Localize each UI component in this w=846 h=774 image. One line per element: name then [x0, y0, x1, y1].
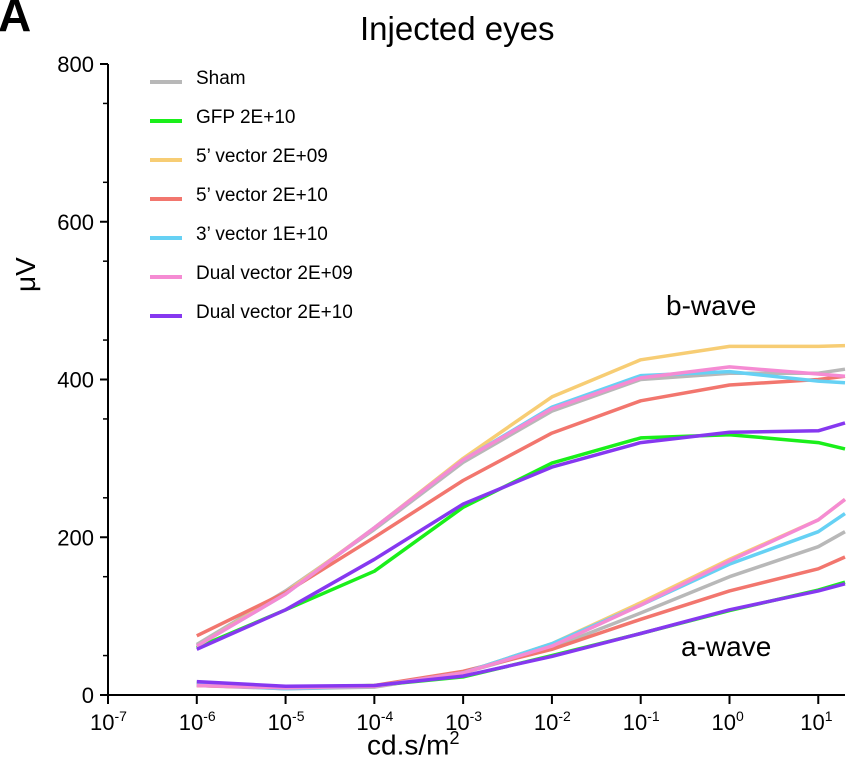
x-tick-label: 10-5 [268, 708, 305, 735]
y-tick-label: 200 [57, 525, 94, 550]
legend-item: 3’ vector 1E+10 [150, 222, 430, 252]
legend-swatch [150, 158, 182, 162]
legend-label: Sham [196, 68, 246, 89]
a-wave-annotation: a-wave [681, 631, 772, 662]
series-a-wave-2 [196, 498, 846, 690]
series-b-wave-1 [196, 432, 846, 650]
series-b-wave-3 [196, 374, 846, 638]
b-wave-annotation: b-wave [666, 290, 757, 321]
x-tick-label: 100 [711, 708, 743, 735]
series-b-wave-5 [195, 365, 846, 648]
x-tick-label: 10-6 [179, 708, 216, 735]
legend-label: 5’ vector 2E+09 [196, 146, 328, 167]
legend-label: 5’ vector 2E+10 [196, 185, 328, 206]
legend-swatch [150, 236, 182, 240]
series-b-wave-6 [196, 421, 846, 651]
series-a-wave-1 [196, 580, 846, 689]
series-a-wave-3 [196, 555, 846, 690]
legend-label: GFP 2E+10 [196, 107, 296, 128]
x-tick-label: 10-1 [623, 708, 660, 735]
legend-item: Dual vector 2E+09 [150, 261, 430, 291]
series-a-wave-5 [196, 498, 846, 690]
x-axis-label-base: cd.s/m [367, 729, 450, 761]
legend-swatch [150, 80, 182, 84]
x-axis-label-exponent: 2 [449, 728, 460, 748]
x-tick-label: 10-4 [356, 708, 393, 735]
legend-swatch [150, 275, 182, 279]
series-b-wave-2 [195, 343, 846, 648]
legend-item: Sham [150, 66, 430, 96]
y-tick-label: 0 [82, 683, 94, 708]
panel-letter: A [0, 0, 32, 41]
legend-item: 5’ vector 2E+09 [150, 144, 430, 174]
legend-label: Dual vector 2E+10 [196, 302, 353, 323]
series-a-wave-0 [196, 530, 846, 691]
legend-item: GFP 2E+10 [150, 105, 430, 135]
legend-swatch [150, 119, 182, 123]
x-tick-label: 10-3 [445, 708, 482, 735]
legend-swatch [150, 314, 182, 318]
legend-label: Dual vector 2E+09 [196, 263, 353, 284]
legend-item: 5’ vector 2E+10 [150, 183, 430, 213]
x-tick-label: 101 [800, 708, 832, 735]
legend-swatch [150, 197, 182, 201]
chart-title: Injected eyes [360, 10, 555, 47]
x-axis-label: cd.s/m2 [367, 728, 459, 761]
x-tick-label: 10-7 [90, 708, 127, 735]
y-tick-label: 600 [57, 210, 94, 235]
legend-label: 3’ vector 1E+10 [196, 224, 328, 245]
x-tick-label: 10-2 [534, 708, 571, 735]
y-tick-label: 400 [57, 368, 94, 393]
series-a-wave-6 [196, 582, 846, 689]
y-tick-label: 800 [57, 52, 94, 77]
legend-item: Dual vector 2E+10 [150, 300, 430, 330]
